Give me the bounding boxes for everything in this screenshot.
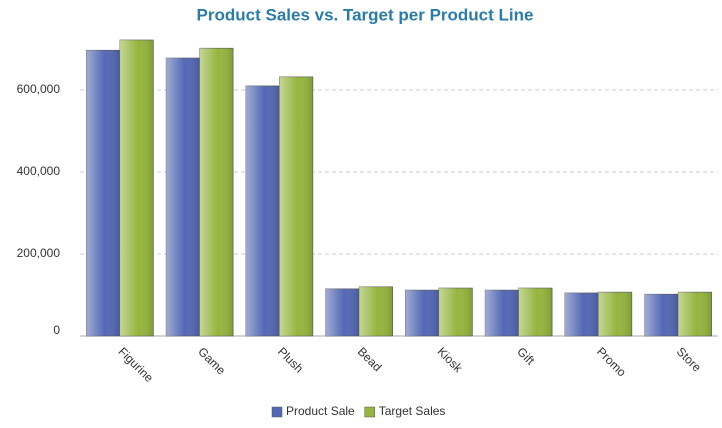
bar <box>358 286 393 337</box>
bar <box>484 289 519 337</box>
bar <box>119 39 154 337</box>
x-tick-label: Kiosk <box>435 344 466 375</box>
bar <box>677 291 712 337</box>
bar <box>405 289 440 337</box>
bar <box>245 85 280 337</box>
bar <box>165 57 200 337</box>
legend-swatch <box>364 406 375 418</box>
x-tick-label: Promo <box>594 344 629 379</box>
x-tick-label: Gift <box>514 344 538 368</box>
bar <box>518 287 553 337</box>
x-tick-label: Plush <box>275 344 306 375</box>
y-tick-label: 400,000 <box>17 164 61 178</box>
bar <box>438 287 473 337</box>
bar <box>279 76 314 337</box>
y-tick-label: 0 <box>53 323 60 337</box>
legend-swatch <box>271 406 283 418</box>
legend-label: Target Sales <box>379 404 446 418</box>
bar <box>86 49 121 337</box>
bar <box>199 47 234 337</box>
x-tick-label: Store <box>674 344 704 374</box>
x-tick-label: Bead <box>355 344 385 374</box>
legend-label: Product Sale <box>286 404 355 418</box>
y-tick-label: 600,000 <box>17 82 61 96</box>
bar <box>325 288 360 337</box>
y-tick-label: 200,000 <box>17 246 61 260</box>
bar <box>644 293 679 337</box>
x-tick-label: Figurine <box>116 344 157 385</box>
bar <box>598 291 633 337</box>
x-tick-label: Game <box>195 344 228 377</box>
chart-title: Product Sales vs. Target per Product Lin… <box>197 5 534 24</box>
bar <box>564 292 599 337</box>
